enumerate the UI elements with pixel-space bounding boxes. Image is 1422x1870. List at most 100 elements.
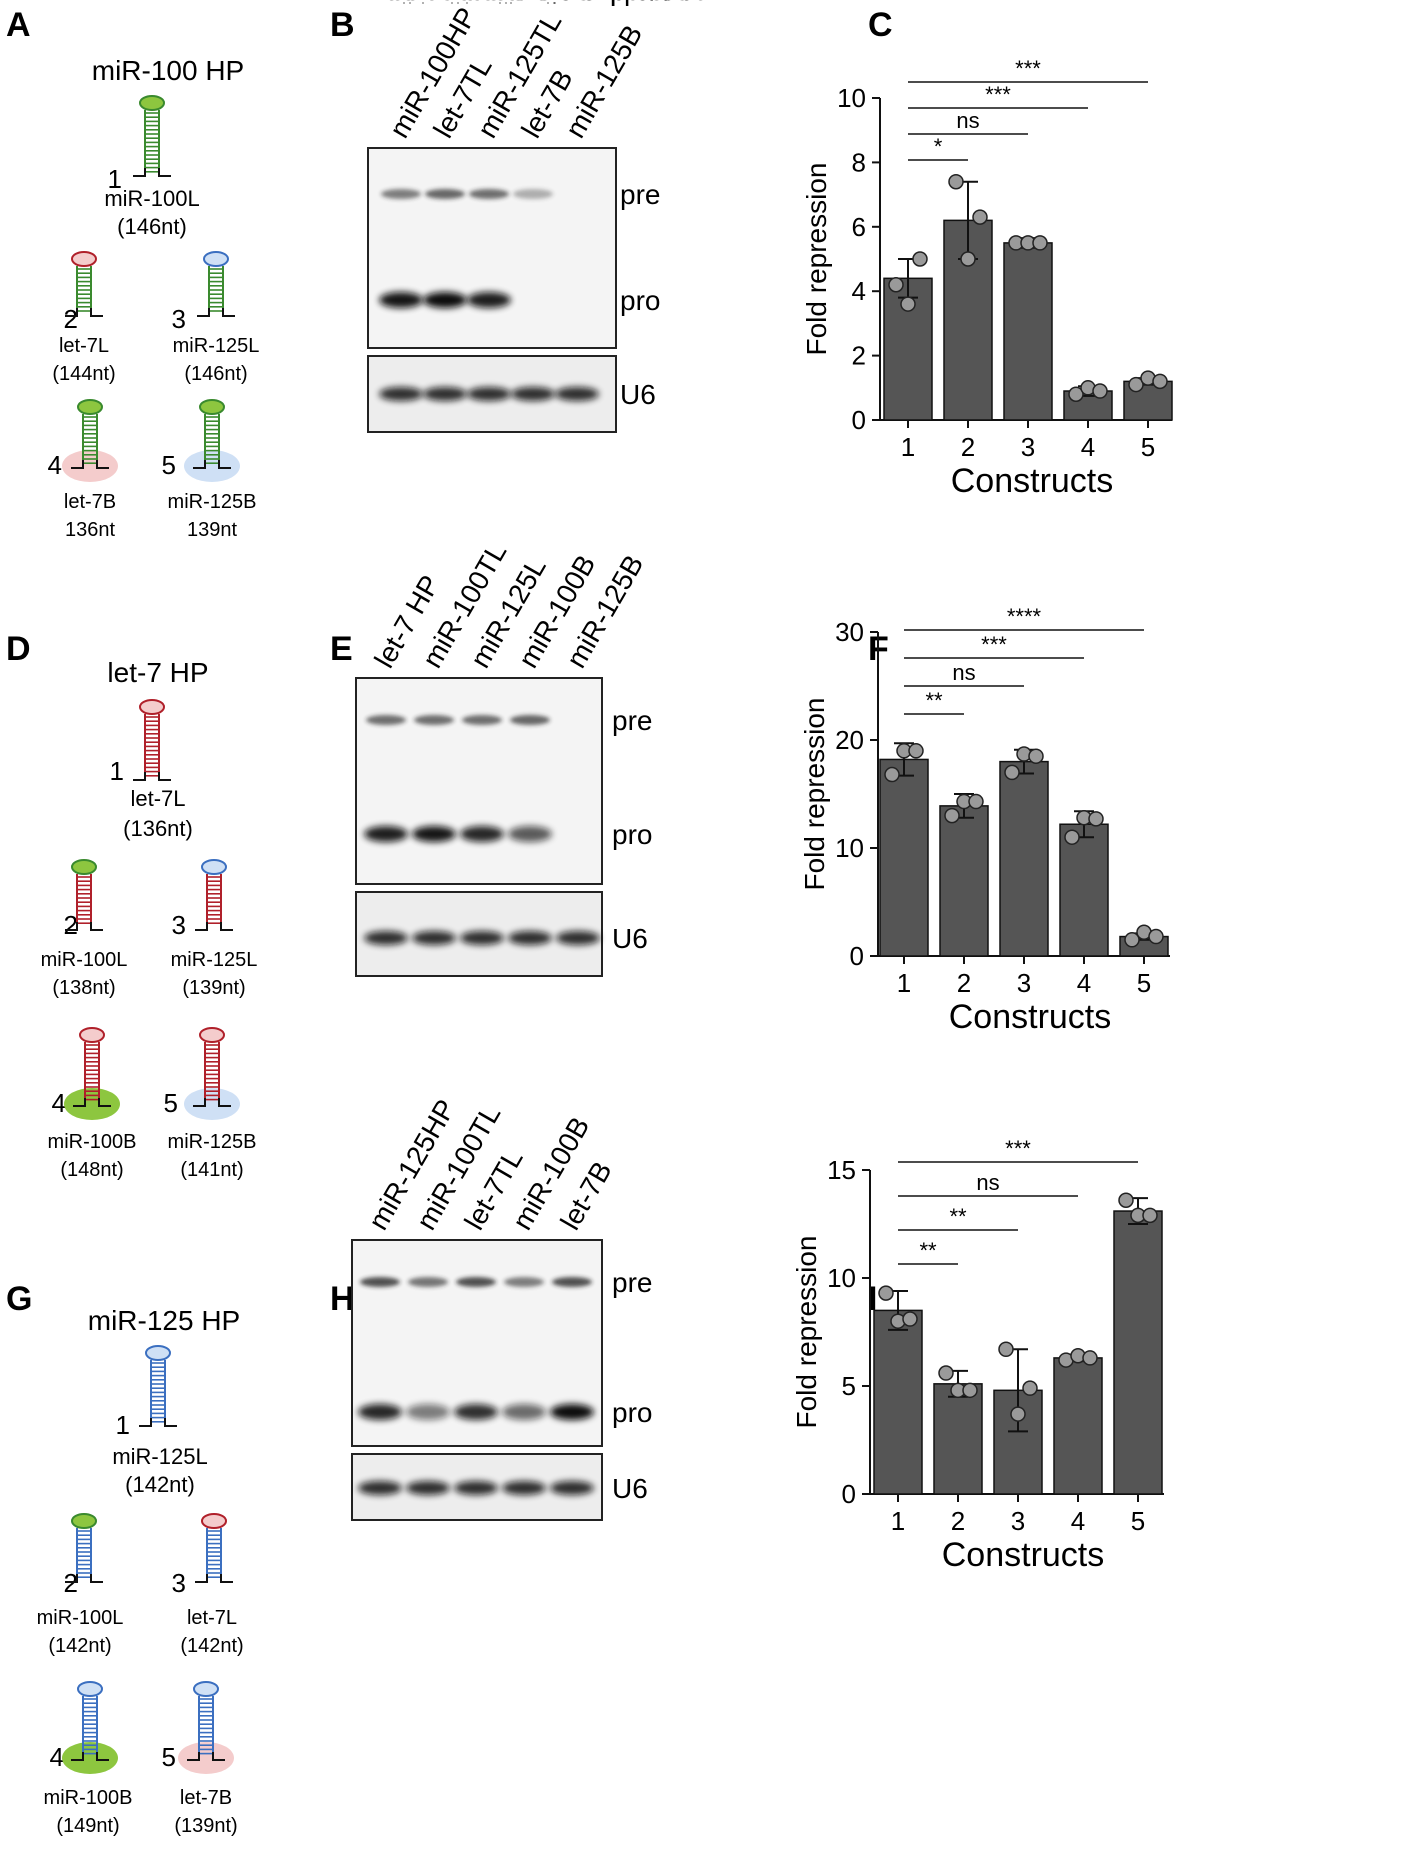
construct-length: (139nt) bbox=[174, 1815, 237, 1837]
blot-h: miR-125HP1.0miR-100TL0.05let-7TL0.6miR-1… bbox=[351, 0, 694, 1521]
data-point bbox=[1010, 1406, 1026, 1422]
construct-name: let-7B bbox=[64, 491, 116, 513]
diagram-title: let-7 HP bbox=[107, 657, 208, 688]
significance-label: *** bbox=[981, 632, 1007, 657]
band-pro bbox=[364, 826, 408, 842]
data-point bbox=[888, 277, 904, 293]
data-point bbox=[1124, 932, 1140, 948]
data-point bbox=[948, 173, 964, 190]
y-tick-label: 30 bbox=[835, 617, 864, 647]
bar bbox=[933, 1383, 983, 1495]
x-tick-label: 3 bbox=[1021, 432, 1035, 462]
blot-e: let-7 HP1.0miR-100TL1.2miR-125L0.8miR-10… bbox=[355, 0, 694, 977]
bar bbox=[873, 1309, 923, 1495]
panel-letter-g: G bbox=[6, 1280, 32, 1318]
x-tick-label: 1 bbox=[891, 1506, 905, 1536]
construct-name: miR-125B bbox=[168, 491, 257, 513]
construct-name: miR-100B bbox=[44, 1787, 133, 1809]
band-pro bbox=[508, 826, 552, 842]
construct-number: 1 bbox=[108, 164, 122, 194]
flank-right bbox=[158, 168, 171, 177]
panel-letter-i: I bbox=[868, 1280, 877, 1318]
y-tick-label: 15 bbox=[827, 1155, 856, 1185]
x-tick-label: 3 bbox=[1017, 968, 1031, 998]
quant-value: 0.6 bbox=[457, 0, 496, 6]
construct-4: 4 miR-100B (149nt) bbox=[44, 1681, 133, 1837]
chart-f: 0 10 20 30 1 2 3 4 5 Constructs Fold repression ** n… bbox=[799, 604, 1170, 1036]
construct-number: 4 bbox=[50, 1742, 64, 1772]
band-u6 bbox=[412, 931, 456, 945]
significance-label: ** bbox=[949, 1204, 967, 1229]
construct-length: (144nt) bbox=[52, 363, 115, 385]
panel-letter-e: E bbox=[330, 630, 353, 668]
construct-number: 4 bbox=[52, 1088, 66, 1118]
bar bbox=[1053, 1357, 1103, 1495]
band-u6 bbox=[423, 387, 467, 401]
membrane-upper bbox=[367, 147, 617, 349]
data-point bbox=[972, 209, 988, 225]
construct-number: 2 bbox=[64, 910, 78, 940]
diagram-title: miR-125 HP bbox=[88, 1305, 240, 1336]
flank-right bbox=[90, 922, 103, 931]
y-axis-title: Fold repression bbox=[801, 163, 832, 356]
construct-length: (138nt) bbox=[52, 977, 115, 999]
data-point bbox=[900, 296, 916, 312]
data-point bbox=[998, 1341, 1014, 1358]
blot-b: miR-100HP1.0let-7TL1.2miR-125TL0.8let-7B… bbox=[367, 0, 708, 433]
flank-left bbox=[65, 308, 78, 317]
base-ellipse bbox=[184, 450, 240, 482]
flank-right bbox=[96, 460, 109, 469]
construct-name: miR-125L bbox=[173, 335, 260, 357]
y-tick-label: 4 bbox=[852, 276, 866, 306]
band-u6 bbox=[460, 931, 504, 945]
data-point bbox=[1092, 383, 1108, 399]
band-pro bbox=[467, 292, 511, 308]
significance-label: *** bbox=[985, 82, 1011, 107]
flank-right bbox=[212, 1752, 225, 1761]
band-label-u6: U6 bbox=[612, 923, 648, 954]
construct-5: 5 miR-125B (141nt) bbox=[164, 1027, 256, 1181]
band-u6 bbox=[379, 387, 423, 401]
construct-length: (146nt) bbox=[184, 363, 247, 385]
construct-4: 4 miR-100B (148nt) bbox=[48, 1027, 136, 1181]
panel-letter-b: B bbox=[330, 6, 355, 44]
construct-name: let-7B bbox=[180, 1787, 232, 1809]
flank-left bbox=[133, 772, 146, 781]
construct-length: (142nt) bbox=[125, 1472, 195, 1497]
quant-label: pro/U6 bbox=[624, 0, 708, 6]
data-point bbox=[968, 793, 984, 810]
data-point bbox=[884, 766, 900, 783]
x-tick-label: 4 bbox=[1071, 1506, 1085, 1536]
quant-value: 0.8 bbox=[470, 0, 509, 6]
base-ellipse bbox=[184, 1088, 240, 1120]
loop-ellipse bbox=[139, 699, 165, 715]
y-tick-label: 10 bbox=[837, 83, 866, 113]
significance-label: ns bbox=[976, 1170, 999, 1195]
data-point bbox=[938, 1365, 954, 1381]
construct-name: miR-100L bbox=[41, 949, 128, 971]
construct-2: 2 miR-100L (142nt) bbox=[37, 1513, 123, 1657]
flank-right bbox=[218, 1098, 231, 1107]
band-pro bbox=[379, 292, 423, 308]
significance-label: ns bbox=[952, 660, 975, 685]
significance-label: ns bbox=[956, 108, 979, 133]
construct-length: 139nt bbox=[187, 519, 237, 541]
band-label-pre: pre bbox=[612, 705, 652, 736]
y-axis-title: Fold repression bbox=[799, 698, 830, 891]
band-pre bbox=[425, 189, 465, 199]
x-tick-label: 2 bbox=[957, 968, 971, 998]
x-tick-label: 1 bbox=[901, 432, 915, 462]
band-pre bbox=[366, 715, 406, 725]
loop-ellipse bbox=[201, 859, 227, 875]
data-point bbox=[1068, 386, 1084, 402]
construct-length: (142nt) bbox=[180, 1635, 243, 1657]
band-pre bbox=[360, 1277, 400, 1287]
band-u6 bbox=[556, 931, 600, 945]
data-point bbox=[1148, 928, 1164, 945]
band-pro bbox=[423, 292, 467, 308]
loop-ellipse bbox=[71, 251, 97, 267]
flank-right bbox=[90, 308, 103, 317]
band-pro bbox=[502, 1404, 546, 1420]
